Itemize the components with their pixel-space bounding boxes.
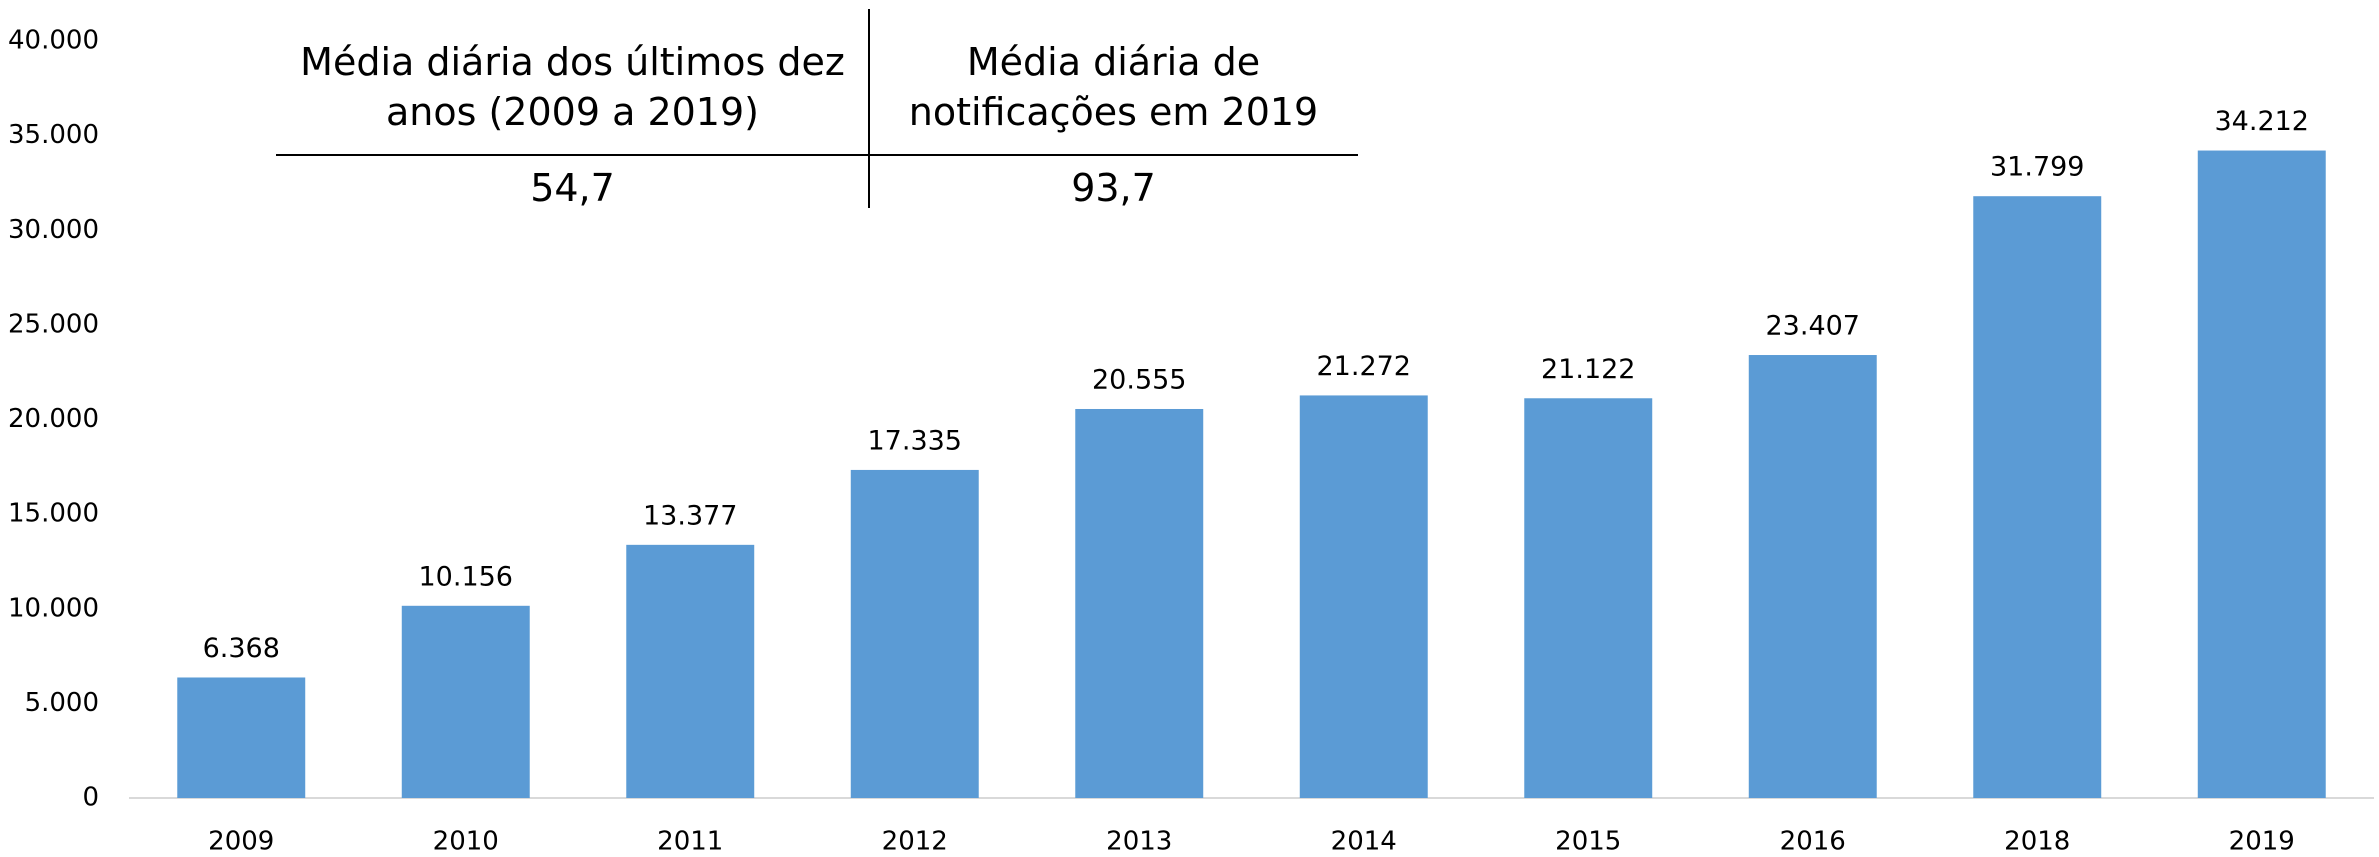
y-tick-label: 0 [82, 783, 99, 813]
bar [1524, 398, 1653, 798]
x-tick-label: 2012 [882, 827, 948, 857]
x-tick-label: 2009 [208, 827, 274, 857]
x-tick-label: 2015 [1555, 827, 1621, 857]
y-tick-label: 15.000 [8, 499, 99, 529]
y-tick-label: 10.000 [8, 593, 99, 623]
data-label: 21.272 [1317, 351, 1411, 382]
y-tick-label: 20.000 [8, 404, 99, 434]
table-cell: 54,7 [530, 166, 615, 210]
table-rule [276, 154, 1358, 156]
table-divider [868, 9, 870, 208]
data-label: 31.799 [1990, 152, 2084, 183]
bar [1299, 395, 1428, 798]
data-label: 20.555 [1092, 364, 1186, 395]
y-tick-label: 35.000 [8, 120, 99, 150]
bar [1075, 408, 1204, 798]
table-header: Média diária dos últimos dez anos (2009 … [300, 40, 845, 134]
data-label: 6.368 [203, 633, 280, 664]
bar [1973, 196, 2102, 798]
data-label: 23.407 [1766, 311, 1860, 342]
bar [1748, 355, 1877, 798]
bar [177, 677, 306, 798]
y-tick-label: 40.000 [8, 26, 99, 56]
y-tick-label: 30.000 [8, 215, 99, 245]
bar [2197, 150, 2326, 798]
data-label: 34.212 [2215, 106, 2309, 137]
bar [626, 544, 755, 798]
x-tick-label: 2011 [657, 827, 723, 857]
y-tick-label: 25.000 [8, 309, 99, 339]
data-label: 13.377 [643, 500, 737, 531]
data-label: 17.335 [868, 425, 962, 456]
bar [850, 469, 979, 798]
y-tick-label: 5.000 [25, 688, 99, 718]
x-tick-label: 2018 [2004, 827, 2070, 857]
data-label: 10.156 [419, 561, 513, 592]
x-tick-label: 2010 [433, 827, 499, 857]
x-tick-label: 2014 [1331, 827, 1397, 857]
x-tick-label: 2013 [1106, 827, 1172, 857]
data-label: 21.122 [1541, 354, 1635, 385]
x-tick-label: 2019 [2229, 827, 2295, 857]
table-header: Média diária de notificações em 2019 [908, 40, 1319, 134]
x-tick-label: 2016 [1780, 827, 1846, 857]
bar [401, 605, 530, 798]
table-cell: 93,7 [1071, 166, 1156, 210]
